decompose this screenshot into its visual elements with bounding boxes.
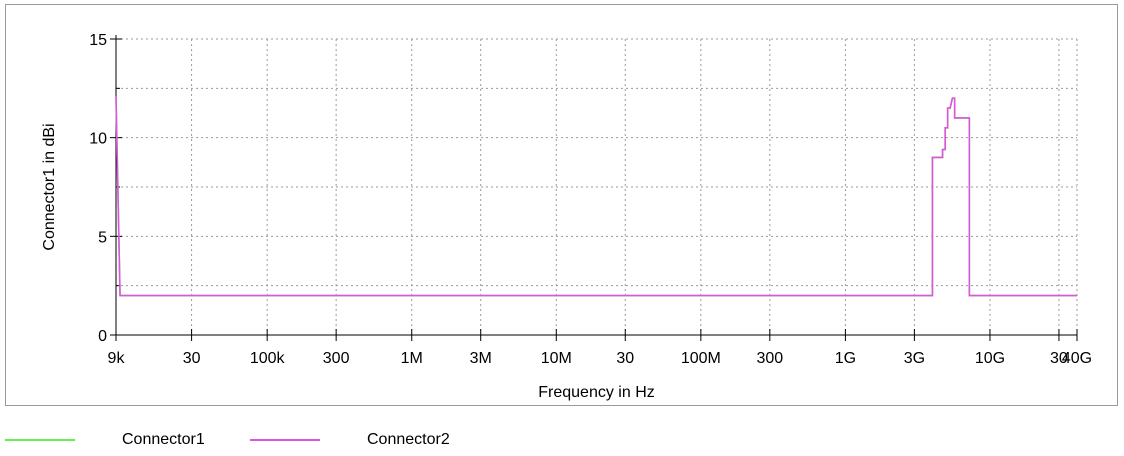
y-tick-label: 10 xyxy=(89,131,107,148)
chart-frame: 0 5 10 15 9k 30 100k 300 1M 3M 10M 30 100M 300 1G 3G 10G… xyxy=(5,4,1118,406)
y-tick-label: 5 xyxy=(98,229,107,246)
x-tick-label: 3M xyxy=(470,350,492,367)
x-tick-label: 30 xyxy=(1050,350,1068,367)
legend-item-connector2: Connector2 xyxy=(250,430,450,450)
chart-plot: 0 5 10 15 9k 30 100k 300 1M 3M 10M 30 100M 300 1G 3G 10G… xyxy=(41,32,1092,401)
y-tick-label: 0 xyxy=(98,328,107,345)
x-tick-label: 3G xyxy=(904,350,925,367)
x-tick-label: 100M xyxy=(681,350,721,367)
x-tick-label: 300 xyxy=(323,350,350,367)
legend-label-connector2: Connector2 xyxy=(367,431,450,448)
series-line-connector2 xyxy=(115,96,1077,297)
x-tick-label: 40G xyxy=(1062,350,1092,367)
grid-lines xyxy=(116,38,1078,335)
y-tick-label: 15 xyxy=(89,32,107,49)
x-tick-label: 9k xyxy=(108,350,126,367)
x-axis-title: Frequency in Hz xyxy=(538,384,655,401)
axes xyxy=(110,35,1078,341)
legend-label-connector1: Connector1 xyxy=(122,431,205,448)
x-tick-label: 1G xyxy=(835,350,856,367)
x-tick-label: 10G xyxy=(975,350,1005,367)
x-tick-label: 30 xyxy=(183,350,201,367)
series-lines xyxy=(115,96,1077,297)
x-tick-label: 30 xyxy=(616,350,634,367)
tick-labels: 0 5 10 15 9k 30 100k 300 1M 3M 10M 30 100M 300 1G 3G 10G… xyxy=(89,32,1092,367)
legend: Connector1 Connector2 xyxy=(0,420,1124,456)
x-tick-label: 10M xyxy=(541,350,572,367)
x-tick-label: 300 xyxy=(756,350,783,367)
legend-item-connector1: Connector1 xyxy=(5,430,205,450)
y-axis-title: Connector1 in dBi xyxy=(41,123,58,250)
legend-swatch-connector2 xyxy=(250,439,320,441)
legend-swatch-connector1 xyxy=(5,439,75,441)
x-tick-label: 1M xyxy=(401,350,423,367)
x-tick-label: 100k xyxy=(250,350,286,367)
